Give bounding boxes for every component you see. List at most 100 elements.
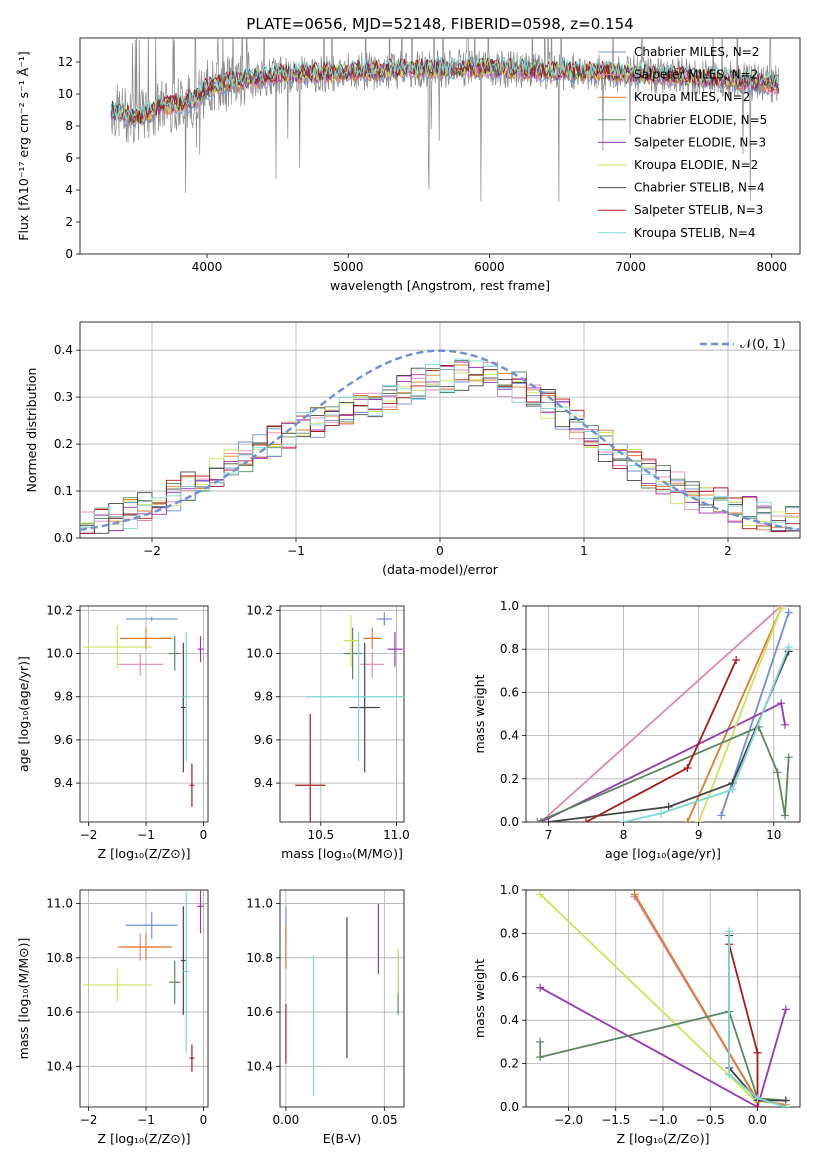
y-tick-label: 0.2 xyxy=(500,1057,519,1071)
plus-marker xyxy=(664,802,673,811)
plus-marker xyxy=(717,811,726,820)
y-tick-label: 9.8 xyxy=(254,690,273,704)
errorbar-point-kroupa-elodie xyxy=(82,625,152,669)
x-tick-label: 0 xyxy=(200,828,208,842)
plus-marker xyxy=(536,1037,545,1046)
plus-marker xyxy=(777,699,786,708)
y-tick-label: 9.4 xyxy=(254,776,273,790)
y-tick-label: 6 xyxy=(65,151,73,165)
x-tick-label: 10.5 xyxy=(307,828,334,842)
x-tick-label: −2.0 xyxy=(554,1113,583,1127)
plus-marker xyxy=(537,818,546,822)
errorbar-point-salpeter-stelib xyxy=(189,763,195,807)
errorbar-point-chabrier-stelib xyxy=(181,642,186,773)
series-line-kroupa-elodie xyxy=(539,893,759,1104)
x-axis-label: age [log₁₀(age/yr)] xyxy=(605,846,721,861)
plus-marker xyxy=(732,656,741,664)
y-tick-label: 10.8 xyxy=(246,951,273,965)
x-tick-label: 8000 xyxy=(756,260,787,274)
y-tick-label: 0.0 xyxy=(500,815,519,829)
y-tick-label: 0.8 xyxy=(500,642,519,656)
series-line-kroupa-stelib xyxy=(728,931,787,1107)
errorbar-point-kroupa-stelib xyxy=(305,631,404,762)
chart-title: PLATE=0656, MJD=52148, FIBERID=0598, z=0… xyxy=(246,15,633,33)
x-tick-label: −2 xyxy=(80,828,98,842)
x-axis-label: Z [log₁₀(Z/Z⊙)] xyxy=(98,1131,191,1146)
y-tick-label: 0.3 xyxy=(54,390,73,404)
axes-mass_weight_vs_Z: −2.0 −1.5 −1.0 −0.5 0.0 0.0 0.2 0.4 0.6 0.8 1.0 Z [… xyxy=(472,883,801,1146)
errorbar-point-kroupa-stelib xyxy=(183,890,190,1053)
plus-marker xyxy=(780,720,789,729)
x-axis-label: Z [log₁₀(Z/Z⊙)] xyxy=(98,846,191,861)
y-tick-label: 0.0 xyxy=(54,531,73,545)
y-tick-label: 11.0 xyxy=(46,897,73,911)
x-tick-label: −0.5 xyxy=(696,1113,725,1127)
plot-frame xyxy=(279,889,405,1108)
y-tick-label: 10 xyxy=(58,87,73,101)
x-tick-label: 0 xyxy=(436,544,444,558)
axes-age_vs_Z: −2 −1 0 9.4 9.6 9.8 10.0 10.2 Z [log₁₀(Z/Z⊙)] age… xyxy=(16,603,209,861)
errorbar-point-chabrier-miles xyxy=(125,911,178,939)
plot-frame xyxy=(79,321,801,539)
y-tick-label: 9.8 xyxy=(54,690,73,704)
errorbar-point-salpeter-miles xyxy=(117,653,164,676)
legend-label: Kroupa ELODIE, N=2 xyxy=(634,158,758,172)
legend-label: Kroupa STELIB, N=4 xyxy=(634,226,756,240)
plot-area xyxy=(295,612,404,822)
x-tick-label: 0.0 xyxy=(748,1113,767,1127)
plus-marker xyxy=(784,753,793,762)
x-axis-label: wavelength [Angstrom, rest frame] xyxy=(330,278,550,293)
x-tick-label: 6000 xyxy=(474,260,505,274)
axes-spectrum: 4000 5000 6000 7000 8000 0 2 4 6 8 10 12 wavelength … xyxy=(16,37,801,293)
x-axis-label: Z [log₁₀(Z/Z⊙)] xyxy=(617,1131,710,1146)
y-tick-label: 10.6 xyxy=(246,1005,273,1019)
y-tick-label: 11.0 xyxy=(246,897,273,911)
legend-label: Chabrier MILES, N=2 xyxy=(634,45,759,59)
axes-residuals: −2 −1 0 1 2 0.0 0.1 0.2 0.3 0.4 (data-model)/error… xyxy=(24,321,801,577)
plus-marker xyxy=(619,818,628,822)
plus-marker xyxy=(728,785,737,794)
y-tick-label: 2 xyxy=(65,215,73,229)
legend-label: Chabrier STELIB, N=4 xyxy=(634,181,765,195)
plot-frame xyxy=(525,605,801,823)
x-tick-label: 4000 xyxy=(192,260,223,274)
series-line-salpeter-miles xyxy=(540,606,782,822)
series-line-kroupa-stelib xyxy=(623,646,790,822)
y-tick-label: 0.8 xyxy=(500,926,519,940)
y-axis-label: Flux [fλ10⁻¹⁷ erg cm⁻² s⁻¹ Å⁻¹] xyxy=(16,51,31,240)
x-tick-label: 5000 xyxy=(333,260,364,274)
errorbar-point-kroupa-miles xyxy=(120,933,172,961)
plus-marker xyxy=(725,927,734,936)
histogram-kroupa-stelib xyxy=(80,358,800,530)
plus-marker xyxy=(784,643,793,652)
y-axis-label: mass weight xyxy=(472,959,487,1038)
plus-marker xyxy=(582,818,591,822)
legend-label: Salpeter STELIB, N=3 xyxy=(634,203,763,217)
x-tick-label: 0.00 xyxy=(273,1113,300,1127)
plus-marker xyxy=(781,1103,790,1107)
legend-label: Salpeter MILES, N=2 xyxy=(634,68,758,82)
y-tick-label: 0.0 xyxy=(500,1100,519,1114)
plus-marker xyxy=(780,811,789,820)
x-tick-label: −1 xyxy=(137,828,155,842)
plus-marker xyxy=(683,764,692,772)
y-tick-label: 10.4 xyxy=(246,1059,273,1073)
x-tick-label: 7000 xyxy=(615,260,646,274)
x-tick-label: −2 xyxy=(143,544,161,558)
plot-frame xyxy=(279,605,405,823)
plot-area xyxy=(533,606,793,822)
axes-mass_vs_EBV: 0.00 0.05 10.4 10.6 10.8 11.0 E(B-V) xyxy=(246,889,405,1146)
y-tick-label: 10.2 xyxy=(46,603,73,617)
x-tick-label: −1 xyxy=(287,544,305,558)
plot-area xyxy=(285,903,399,1097)
plot-frame xyxy=(79,37,801,255)
errorbar-point-chabrier-elodie xyxy=(168,960,181,1004)
y-tick-label: 10.8 xyxy=(46,951,73,965)
plus-marker xyxy=(533,818,542,822)
legend-label: Chabrier ELODIE, N=5 xyxy=(634,113,767,127)
errorbar-point-salpeter-miles xyxy=(360,651,385,678)
plus-marker xyxy=(781,1005,790,1014)
errorbar-point-kroupa-stelib xyxy=(183,631,190,762)
normal-curve xyxy=(80,349,800,531)
